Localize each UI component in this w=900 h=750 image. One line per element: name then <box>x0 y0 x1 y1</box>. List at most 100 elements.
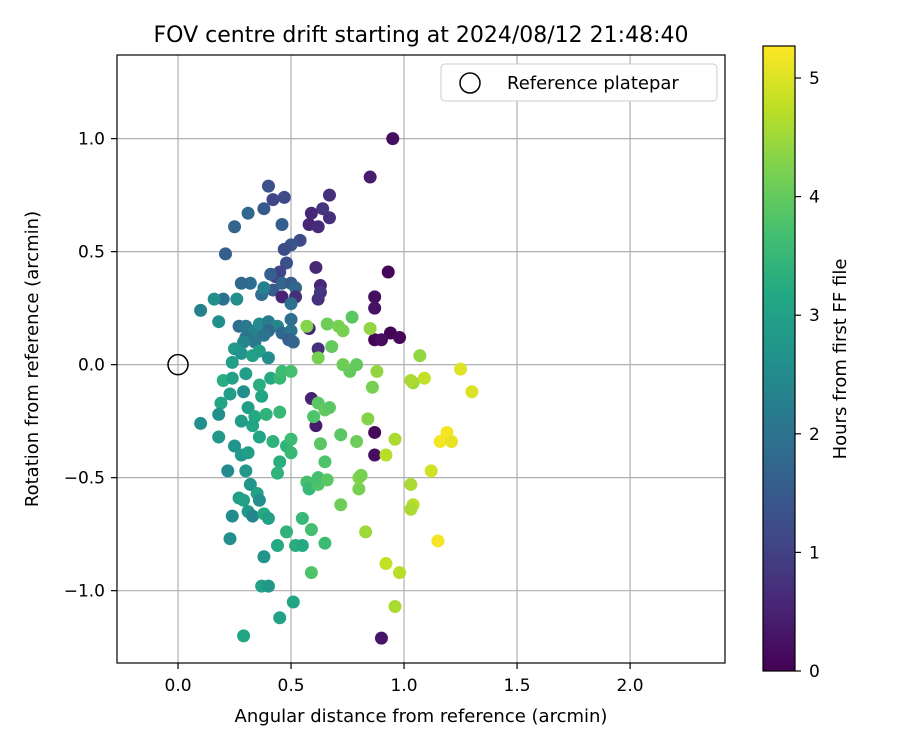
data-point <box>381 265 395 279</box>
data-point <box>345 310 359 324</box>
data-point <box>289 281 303 295</box>
data-point <box>257 328 271 342</box>
data-point <box>295 511 309 525</box>
data-points <box>194 132 479 645</box>
colorbar-tick-label: 3 <box>809 306 820 326</box>
data-point <box>241 206 255 220</box>
data-point <box>320 473 334 487</box>
data-point <box>284 364 298 378</box>
data-point <box>234 346 248 360</box>
data-point <box>228 220 242 234</box>
chart-title: FOV centre drift starting at 2024/08/12 … <box>154 23 689 48</box>
data-point <box>309 260 323 274</box>
data-point <box>261 511 275 525</box>
data-point <box>334 428 348 442</box>
data-point <box>304 566 318 580</box>
data-point <box>352 482 366 496</box>
data-point <box>354 468 368 482</box>
y-axis-label: Rotation from reference (arcmin) <box>22 211 43 507</box>
data-point <box>300 319 314 333</box>
data-point <box>275 364 289 378</box>
plot-frame <box>116 54 726 664</box>
data-point <box>273 405 287 419</box>
data-point <box>404 373 418 387</box>
data-point <box>261 179 275 193</box>
data-point <box>246 419 260 433</box>
colorbar-gradient <box>762 45 796 672</box>
data-point <box>365 380 379 394</box>
x-tick-label: 0.5 <box>278 676 305 696</box>
data-point <box>221 464 235 478</box>
colorbar-tick-label: 0 <box>809 662 820 682</box>
data-point <box>388 432 402 446</box>
data-point <box>431 534 445 548</box>
colorbar-ticks: 0 1 2 3 4 5 <box>795 69 820 682</box>
data-point <box>239 464 253 478</box>
legend-box <box>440 63 718 102</box>
data-point <box>370 364 384 378</box>
data-point <box>322 401 336 415</box>
data-point <box>257 550 271 564</box>
data-point <box>252 430 266 444</box>
data-point <box>264 371 278 385</box>
y-tick-label: 1.0 <box>78 130 105 150</box>
colorbar-tick-label: 5 <box>809 69 820 89</box>
data-point <box>286 595 300 609</box>
data-point <box>325 340 339 354</box>
data-point <box>322 211 336 225</box>
data-point <box>270 466 284 480</box>
data-point <box>212 430 226 444</box>
x-tick-label: 1.5 <box>504 676 531 696</box>
data-point <box>311 220 325 234</box>
data-point <box>223 387 237 401</box>
data-point <box>359 525 373 539</box>
data-point <box>280 256 294 270</box>
data-point <box>454 362 468 376</box>
data-point <box>413 349 427 363</box>
y-tick-label: −1.0 <box>64 582 105 602</box>
data-point <box>225 509 239 523</box>
data-point <box>404 502 418 516</box>
data-point <box>257 281 271 295</box>
data-point <box>311 351 325 365</box>
data-point <box>223 532 237 546</box>
data-point <box>465 385 479 399</box>
data-point <box>214 396 228 410</box>
x-axis-ticks: 0.0 0.5 1.0 1.5 2.0 <box>165 663 644 696</box>
data-point <box>284 312 298 326</box>
data-point <box>318 455 332 469</box>
y-tick-label: 0.5 <box>78 243 105 263</box>
data-point <box>261 351 275 365</box>
data-point <box>322 188 336 202</box>
data-point <box>284 297 298 311</box>
data-point <box>295 538 309 552</box>
data-point <box>212 407 226 421</box>
data-point <box>313 285 327 299</box>
data-point <box>316 202 330 216</box>
gridlines <box>117 55 725 663</box>
data-point <box>363 321 377 335</box>
data-point <box>404 477 418 491</box>
data-point <box>252 378 266 392</box>
data-point <box>374 333 388 347</box>
data-point <box>225 371 239 385</box>
data-point <box>261 579 275 593</box>
data-point <box>237 335 251 349</box>
data-point <box>336 324 350 338</box>
y-tick-label: 0.0 <box>78 356 105 376</box>
data-point <box>350 434 364 448</box>
data-point <box>237 385 251 399</box>
data-point <box>393 331 407 345</box>
data-point <box>234 276 248 290</box>
data-point <box>284 446 298 460</box>
data-point <box>277 242 291 256</box>
data-point <box>194 416 208 430</box>
data-point <box>264 267 278 281</box>
data-point <box>218 247 232 261</box>
data-point <box>393 566 407 580</box>
data-point <box>318 536 332 550</box>
data-point <box>388 599 402 613</box>
data-point <box>313 437 327 451</box>
data-point <box>243 276 257 290</box>
data-point <box>266 434 280 448</box>
